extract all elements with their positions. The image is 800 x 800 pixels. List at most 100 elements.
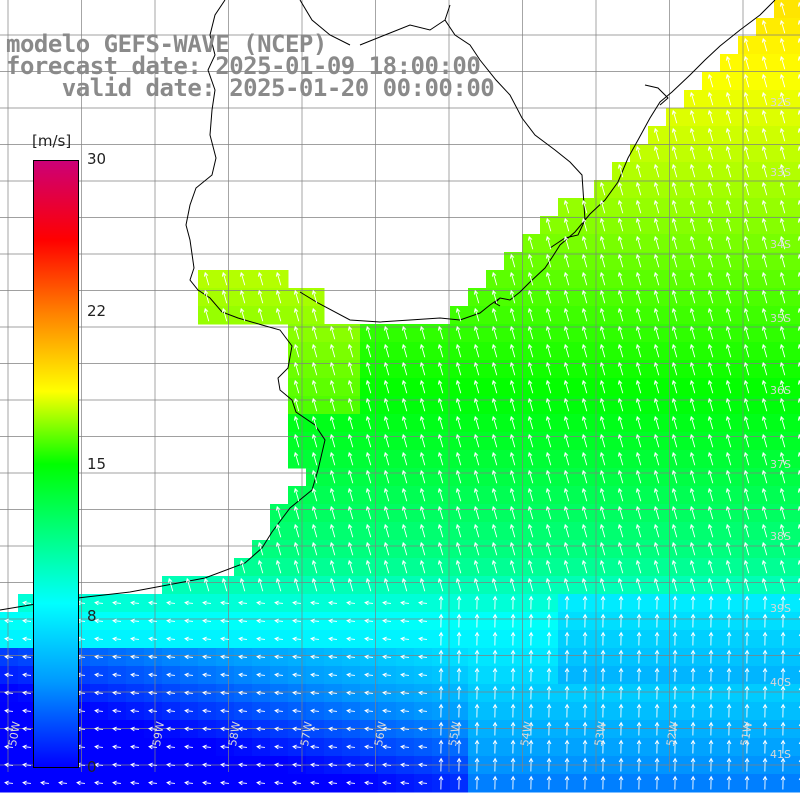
wind-arrow [564,613,570,628]
wind-arrow [401,397,408,412]
wind-arrow [689,451,696,466]
wind-arrow [418,618,428,624]
wind-arrow [617,397,624,412]
wind-arrow [293,451,300,466]
wind-arrow [600,775,606,790]
wind-arrow [617,577,624,592]
wind-arrow [563,469,570,484]
wind-arrow [491,415,498,430]
wind-arrow [400,708,410,714]
wind-arrow [527,433,534,448]
wind-arrow [654,775,660,790]
wind-arrow [437,559,444,574]
wind-arrow [743,145,750,160]
wind-arrow [545,343,552,358]
wind-cell [792,504,800,523]
wind-arrow [491,289,498,304]
wind-arrow [761,289,768,304]
wind-arrow [256,762,266,768]
wind-arrow [563,379,570,394]
wind-arrow [365,451,372,466]
wind-arrow [184,762,194,768]
wind-arrow [779,73,786,88]
wind-arrow [743,523,750,538]
wind-arrow [166,726,176,732]
wind-arrow [365,523,372,538]
wind-arrow [455,361,462,376]
wind-arrow [418,744,428,750]
wind-arrow [546,613,552,628]
wind-cell [792,594,800,613]
wind-arrow [527,253,534,268]
wind-arrow [346,618,356,624]
wind-arrow [653,505,660,520]
wind-arrow [743,325,750,340]
wind-arrow [563,271,570,286]
wind-arrow [473,415,480,430]
wind-arrow [761,253,768,268]
wind-arrow [491,271,498,286]
wind-arrow [707,523,714,538]
wind-arrow [438,775,444,790]
wind-arrow [581,379,588,394]
wind-arrow [743,271,750,286]
wind-arrow [708,685,714,700]
wind-arrow [329,397,336,412]
wind-arrow [112,636,122,642]
wind-arrow [761,523,768,538]
wind-arrow [365,469,372,484]
wind-arrow [546,739,552,754]
wind-arrow [365,577,372,592]
wind-arrow [617,433,624,448]
wind-arrow [581,289,588,304]
wind-arrow [708,757,714,772]
wind-arrow [491,433,498,448]
wind-arrow [166,762,176,768]
wind-arrow [275,541,282,556]
wind-arrow [761,217,768,232]
wind-arrow [256,636,266,642]
wind-arrow [671,577,678,592]
wind-arrow [689,109,696,124]
wind-arrow [689,145,696,160]
wind-arrow [779,217,786,232]
wind-arrow [761,433,768,448]
lat-label: 35S [770,312,791,325]
wind-arrow [419,415,426,430]
wind-arrow [221,289,228,304]
wind-arrow [328,618,338,624]
wind-arrow [689,469,696,484]
wind-cell [792,720,800,739]
wind-arrow [329,487,336,502]
wind-arrow [311,433,318,448]
wind-arrow [455,505,462,520]
wind-arrow [743,307,750,322]
wind-arrow [474,613,480,628]
wind-arrow [94,636,104,642]
wind-arrow [509,253,516,268]
wind-arrow [492,739,498,754]
wind-arrow [528,631,534,646]
wind-arrow [779,325,786,340]
wind-arrow [130,654,140,660]
wind-arrow [725,343,732,358]
wind-arrow [762,595,768,610]
wind-arrow [418,708,428,714]
wind-arrow [202,618,212,624]
wind-cell [792,738,800,757]
wind-arrow [653,379,660,394]
wind-arrow [689,271,696,286]
wind-arrow [492,757,498,772]
wind-arrow [438,613,444,628]
wind-arrow [762,721,768,736]
wind-arrow [473,343,480,358]
wind-arrow [474,631,480,646]
colorbar-tick-0: 0 [87,758,97,776]
wind-arrow [762,631,768,646]
wind-arrow [203,289,210,304]
wind-arrow [671,217,678,232]
wind-arrow [509,307,516,322]
wind-arrow [311,415,318,430]
wind-arrow [761,325,768,340]
wind-arrow [653,541,660,556]
